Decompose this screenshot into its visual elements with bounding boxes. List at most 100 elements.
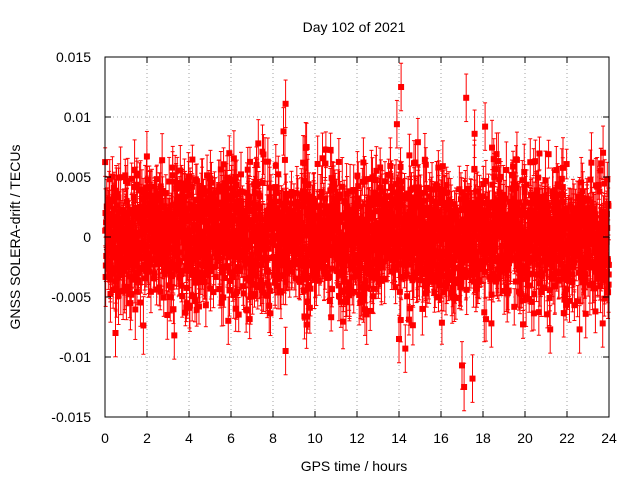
- data-point: [217, 286, 224, 293]
- data-point: [245, 256, 252, 263]
- data-point: [162, 190, 169, 197]
- data-point: [191, 298, 198, 305]
- data-point: [273, 235, 280, 242]
- data-point: [192, 212, 199, 219]
- data-point: [186, 302, 193, 309]
- data-point: [178, 282, 185, 289]
- data-point: [270, 233, 277, 240]
- data-point: [240, 283, 247, 290]
- data-point: [317, 193, 324, 200]
- chart-title: Day 102 of 2021: [303, 19, 406, 35]
- data-point: [140, 322, 147, 329]
- data-point: [190, 203, 197, 210]
- data-point: [231, 177, 238, 184]
- data-point: [253, 272, 260, 279]
- data-point: [248, 251, 255, 258]
- data-point: [270, 254, 277, 261]
- data-point: [217, 166, 224, 173]
- data-point: [137, 299, 144, 306]
- data-point: [282, 252, 289, 259]
- data-point: [152, 255, 159, 262]
- data-point: [162, 212, 169, 219]
- data-point: [164, 312, 171, 319]
- data-point: [136, 247, 143, 254]
- data-point: [318, 202, 325, 209]
- data-point: [199, 185, 206, 192]
- data-point: [193, 306, 200, 313]
- data-point: [103, 252, 110, 259]
- data-point: [140, 253, 147, 260]
- data-point: [183, 300, 190, 307]
- data-point: [278, 252, 285, 259]
- data-point: [186, 228, 193, 235]
- data-point: [253, 161, 260, 168]
- data-point: [127, 300, 134, 307]
- data-point: [184, 218, 191, 225]
- data-point: [219, 188, 226, 195]
- data-point: [226, 150, 233, 157]
- data-point: [157, 288, 164, 295]
- data-point: [235, 311, 242, 318]
- data-point: [257, 211, 264, 218]
- data-point: [263, 232, 270, 239]
- data-point: [275, 258, 282, 265]
- data-point: [212, 273, 219, 280]
- data-point: [246, 316, 253, 323]
- data-point: [282, 190, 289, 197]
- data-point: [112, 253, 119, 260]
- data-point: [207, 175, 214, 182]
- data-point: [189, 156, 196, 163]
- data-point: [179, 189, 186, 196]
- data-point: [230, 245, 237, 252]
- data-point: [319, 155, 326, 162]
- data-point: [217, 240, 224, 247]
- data-point: [205, 204, 212, 211]
- data-point: [227, 269, 234, 276]
- data-point: [189, 266, 196, 273]
- data-point: [288, 188, 295, 195]
- data-point: [271, 211, 278, 218]
- data-point: [257, 193, 264, 200]
- data-point: [226, 221, 233, 228]
- data-point: [131, 274, 138, 281]
- data-point: [302, 189, 309, 196]
- data-point: [247, 158, 254, 165]
- data-point: [179, 267, 186, 274]
- data-point: [143, 153, 150, 160]
- data-point: [176, 193, 183, 200]
- data-point: [112, 278, 119, 285]
- data-point: [116, 208, 123, 215]
- data-point: [244, 208, 251, 215]
- data-point: [312, 268, 319, 275]
- data-point: [147, 204, 154, 211]
- data-point: [130, 228, 137, 235]
- data-point: [221, 274, 228, 281]
- data-point: [216, 183, 223, 190]
- data-point: [250, 281, 257, 288]
- data-point: [244, 307, 251, 314]
- data-point: [223, 189, 230, 196]
- data-point: [303, 232, 310, 239]
- data-point: [228, 185, 235, 192]
- data-series: [102, 62, 612, 412]
- data-point: [251, 190, 258, 197]
- data-point: [146, 268, 153, 275]
- data-point: [260, 151, 267, 158]
- data-point: [202, 302, 209, 309]
- data-point: [117, 255, 124, 262]
- data-point: [153, 176, 160, 183]
- data-point: [188, 183, 195, 190]
- data-point: [156, 284, 163, 291]
- data-point: [210, 289, 217, 296]
- data-point: [222, 185, 229, 192]
- data-point: [147, 288, 154, 295]
- data-point: [156, 260, 163, 267]
- data-point: [177, 167, 184, 174]
- data-point: [169, 172, 176, 179]
- data-point: [305, 262, 312, 269]
- data-point: [303, 193, 310, 200]
- data-point: [272, 162, 279, 169]
- data-point: [304, 313, 311, 320]
- data-point: [208, 241, 215, 248]
- data-point: [122, 172, 129, 179]
